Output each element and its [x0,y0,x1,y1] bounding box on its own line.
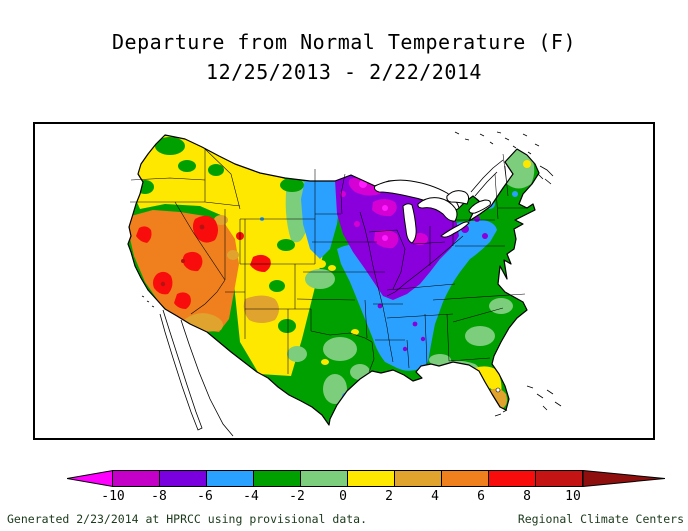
colorbar-tick: 10 [565,489,581,504]
colorbar-legend [67,470,665,487]
map-date-range: 12/25/2013 - 2/22/2014 [206,60,482,84]
lake-huron [417,197,458,222]
mexico-outline [159,309,234,437]
credit-note: Regional Climate Centers [517,512,684,526]
great-lakes [374,179,491,244]
colorbar-segment [159,470,207,487]
colorbar-segment [441,470,489,487]
colorbar-segment [488,470,536,487]
colorbar-tick: 0 [339,489,347,504]
colorbar-tick: -2 [289,489,305,504]
colorbar-left-arrow [67,470,113,487]
colorbar-segments [112,470,583,487]
georgian-bay [446,190,470,205]
colorbar-tick: 8 [523,489,531,504]
colorbar-segment [535,470,583,487]
generated-note: Generated 2/23/2014 at HPRCC using provi… [7,512,368,526]
colorbar-tick: 2 [385,489,393,504]
colorbar-right-arrow [583,470,665,487]
colorbar-tick: -10 [101,489,125,504]
canada-and-islands-outlines [141,131,562,417]
colorbar-tick: -8 [151,489,167,504]
map-frame [33,122,655,440]
lake-erie [440,221,470,238]
colorbar-segment [394,470,442,487]
colorbar-segment [347,470,395,487]
colorbar-segment [112,470,160,487]
colorbar-segment [206,470,254,487]
colorbar-tick-labels: -10 -8 -6 -4 -2 0 2 4 6 8 10 [0,489,688,505]
anomaly-fill-regions [128,135,539,425]
colorbar-segment [253,470,301,487]
colorbar-tick: -4 [243,489,259,504]
us-anomaly-map [127,131,562,437]
lake-michigan [402,203,417,244]
lake-ontario [468,199,491,214]
colorbar-segment [300,470,348,487]
colorbar-tick: 4 [431,489,439,504]
colorbar-tick: 6 [477,489,485,504]
colorbar-tick: -6 [197,489,213,504]
map-title: Departure from Normal Temperature (F) [111,30,577,54]
